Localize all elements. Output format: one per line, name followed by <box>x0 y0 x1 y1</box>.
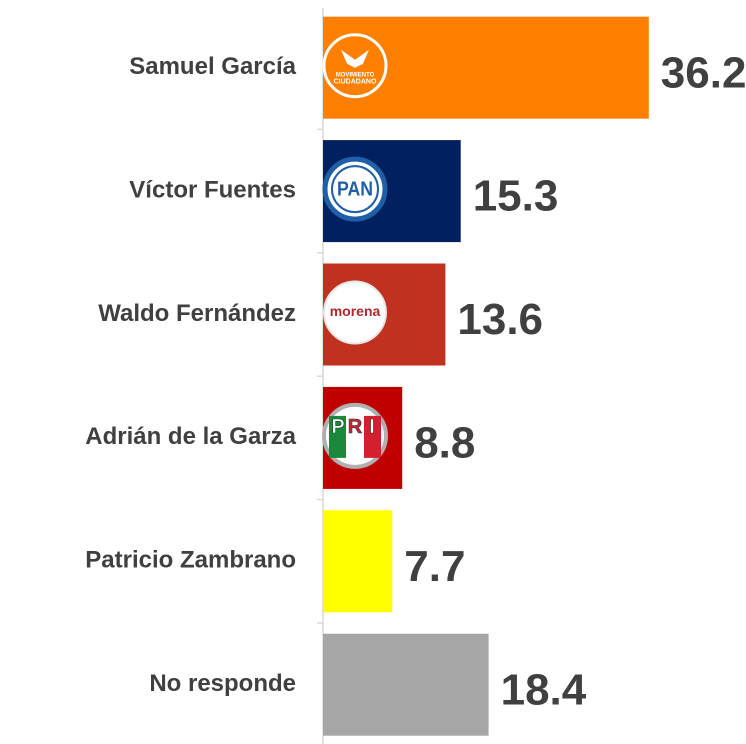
party-logo: PAN <box>322 156 388 222</box>
logo-ring <box>331 165 379 214</box>
party-logo: morena <box>323 280 387 345</box>
logo-circle <box>323 280 387 345</box>
value-label: 18.4 <box>501 665 587 714</box>
bar <box>323 633 489 736</box>
logo-text: CIUDADANO <box>334 79 377 86</box>
value-label: 36.2 <box>661 48 746 97</box>
logo-eagle <box>341 49 369 68</box>
logo-text: PAN <box>337 178 373 200</box>
category-label: Samuel García <box>129 53 296 80</box>
category-label: Adrián de la Garza <box>85 423 296 450</box>
bar <box>323 510 393 613</box>
logo-text: P <box>331 416 344 438</box>
logo-text: R <box>348 416 363 438</box>
value-label: 13.6 <box>457 295 543 344</box>
logo-text: morena <box>330 303 381 319</box>
value-label: 8.8 <box>414 419 475 468</box>
logo-stripe <box>364 415 381 458</box>
value-label: 15.3 <box>473 172 559 221</box>
category-label: Waldo Fernández <box>98 300 296 327</box>
logo-stripe <box>329 415 346 458</box>
logo-text: I <box>369 416 375 438</box>
value-label: 7.7 <box>404 542 465 591</box>
logo-text: MOVIMIENTO <box>336 72 375 78</box>
category-label: Patricio Zambrano <box>85 547 296 574</box>
category-label: Víctor Fuentes <box>129 176 296 203</box>
category-label: No responde <box>149 670 296 697</box>
